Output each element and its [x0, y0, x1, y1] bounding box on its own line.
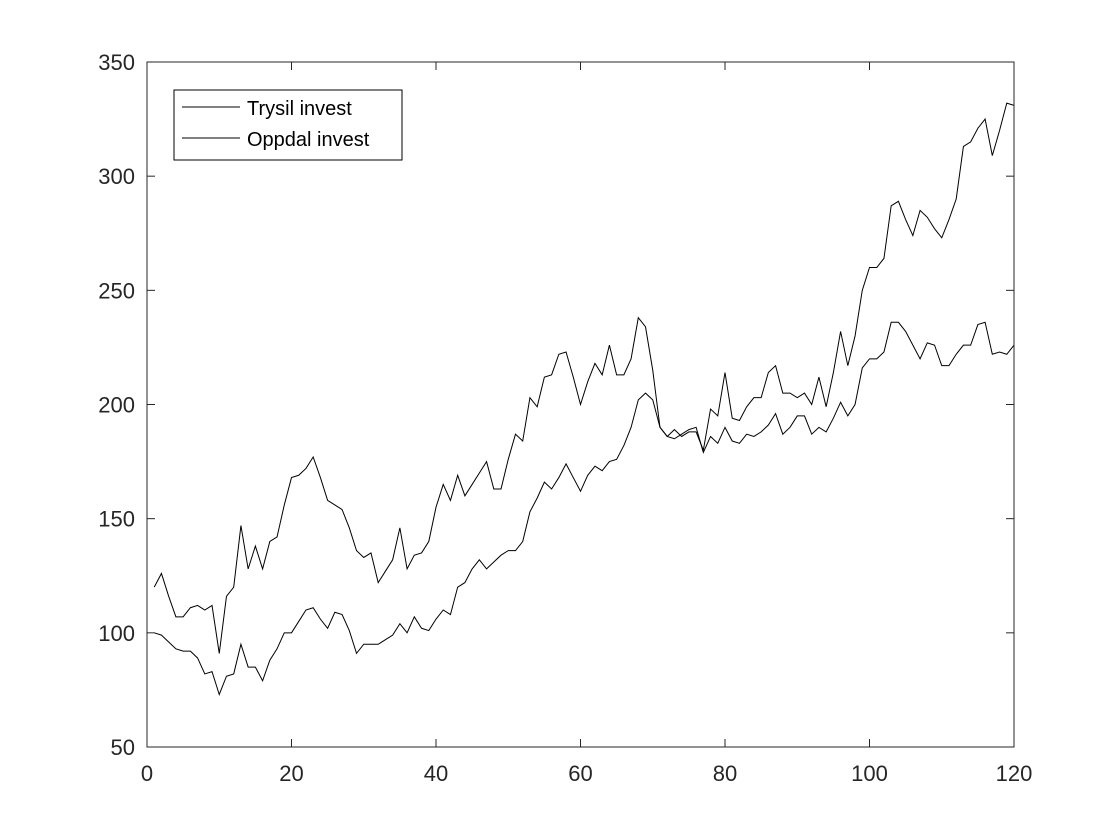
- y-tick-label-6: 350: [98, 50, 135, 75]
- legend-label-series-0: Trysil invest: [247, 98, 352, 120]
- x-tick-label-5: 100: [851, 761, 888, 786]
- x-tick-labels: 0 20 40 60 80 100 120: [141, 761, 1032, 786]
- y-tick-labels: 50 100 150 200 250 300 350: [98, 50, 135, 760]
- axes-box: [146, 61, 1015, 748]
- legend: Trysil invest Oppdal invest: [173, 89, 403, 161]
- x-tick-label-3: 60: [568, 761, 592, 786]
- series-line-0: [153, 102, 1015, 654]
- x-tick-label-1: 20: [279, 761, 303, 786]
- series-line-1: [154, 321, 1015, 696]
- y-tick-label-0: 50: [111, 735, 135, 760]
- series-layer: [153, 102, 1015, 696]
- legend-box: [173, 89, 403, 161]
- y-tick-label-3: 200: [98, 393, 135, 418]
- y-tick-label-4: 250: [98, 278, 135, 303]
- legend-label-series-1: Oppdal invest: [247, 129, 370, 151]
- y-tick-label-2: 150: [98, 507, 135, 532]
- x-tick-label-4: 80: [713, 761, 737, 786]
- x-tick-label-0: 0: [141, 761, 153, 786]
- y-tick-label-5: 300: [98, 164, 135, 189]
- x-tick-label-2: 40: [424, 761, 448, 786]
- x-tick-label-6: 120: [996, 761, 1033, 786]
- y-tick-label-1: 100: [98, 621, 135, 646]
